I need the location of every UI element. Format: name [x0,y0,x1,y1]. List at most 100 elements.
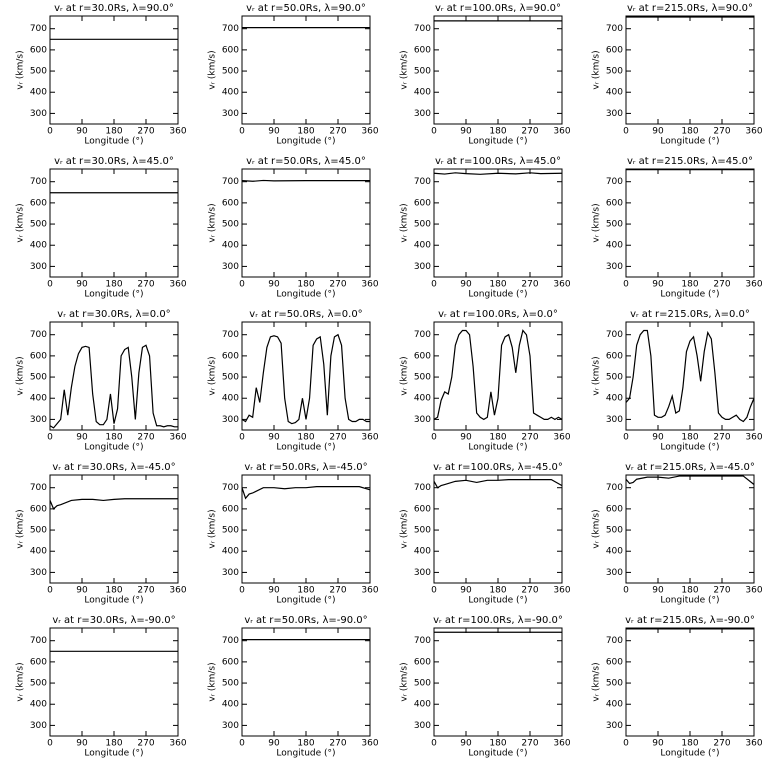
y-axis-label: vᵣ (km/s) [16,662,26,701]
data-line [433,172,563,175]
y-tick-label: 600 [414,351,431,361]
y-tick-label: 300 [414,415,431,425]
y-tick-label: 700 [414,330,431,340]
x-tick-label: 180 [681,739,698,749]
plot-frame [625,627,755,737]
y-tick-label: 400 [30,700,47,710]
y-tick-label: 600 [606,198,623,208]
x-tick-label: 270 [713,280,730,290]
x-axis-label: Longitude (°) [660,290,719,300]
x-tick-label: 270 [521,280,538,290]
y-axis-label: vᵣ (km/s) [592,509,602,548]
y-tick-label: 500 [606,526,623,536]
x-axis-label: Longitude (°) [276,443,335,453]
x-tick-label: 270 [521,433,538,443]
x-axis-label: Longitude (°) [276,749,335,759]
x-tick-label: 90 [76,433,88,443]
y-tick-label: 700 [30,177,47,187]
y-tick-label: 600 [222,657,239,667]
y-tick-label: 700 [606,330,623,340]
y-tick-label: 700 [222,24,239,34]
y-tick-label: 500 [222,373,239,383]
x-tick-label: 180 [489,739,506,749]
y-tick-label: 300 [30,568,47,578]
x-tick-label: 270 [521,739,538,749]
y-tick-label: 300 [606,415,623,425]
y-tick-label: 500 [414,220,431,230]
y-tick-label: 600 [222,351,239,361]
x-tick-label: 90 [652,127,664,137]
y-tick-label: 400 [606,700,623,710]
x-tick-label: 90 [268,586,280,596]
x-axis-label: Longitude (°) [84,137,143,147]
x-tick-label: 90 [460,586,472,596]
x-tick-label: 0 [623,433,629,443]
chart-title: vᵣ at r=100.0Rs, λ=-45.0° [433,462,563,473]
y-axis-label: vᵣ (km/s) [592,662,602,701]
y-tick-label: 600 [414,198,431,208]
x-axis-label: Longitude (°) [660,596,719,606]
chart-title: vᵣ at r=215.0Rs, λ=45.0° [627,156,753,167]
x-tick-label: 360 [169,280,186,290]
y-tick-label: 400 [222,700,239,710]
chart-title: vᵣ at r=50.0Rs, λ=90.0° [246,3,366,14]
x-tick-label: 360 [361,739,378,749]
y-tick-label: 700 [606,24,623,34]
x-tick-label: 90 [460,127,472,137]
x-axis-label: Longitude (°) [468,749,527,759]
y-tick-label: 700 [222,483,239,493]
y-tick-label: 600 [30,504,47,514]
x-tick-label: 360 [745,739,762,749]
y-tick-label: 300 [222,415,239,425]
x-tick-label: 90 [76,739,88,749]
plot-frame [433,321,563,431]
x-tick-label: 90 [76,586,88,596]
x-tick-label: 0 [239,280,245,290]
y-tick-label: 600 [606,504,623,514]
x-tick-label: 180 [105,739,122,749]
y-tick-label: 500 [30,220,47,230]
y-tick-label: 500 [30,67,47,77]
x-axis-label: Longitude (°) [468,443,527,453]
data-line [433,479,563,489]
y-tick-label: 600 [30,45,47,55]
x-tick-label: 360 [553,433,570,443]
y-tick-label: 300 [414,262,431,272]
chart-title: vᵣ at r=50.0Rs, λ=45.0° [246,156,366,167]
x-tick-label: 360 [553,586,570,596]
y-tick-label: 500 [414,373,431,383]
plot-frame [49,627,179,737]
chart-title: vᵣ at r=50.0Rs, λ=0.0° [249,309,362,320]
y-axis-label: vᵣ (km/s) [592,50,602,89]
x-tick-label: 360 [553,739,570,749]
x-tick-label: 360 [169,127,186,137]
y-tick-label: 700 [414,483,431,493]
chart-title: vᵣ at r=215.0Rs, λ=-90.0° [625,615,755,626]
y-tick-label: 500 [414,679,431,689]
y-tick-label: 600 [606,45,623,55]
x-tick-label: 90 [76,280,88,290]
plot-frame [625,474,755,584]
y-tick-label: 600 [222,504,239,514]
x-tick-label: 0 [431,280,437,290]
y-tick-label: 600 [30,657,47,667]
x-tick-label: 0 [47,127,53,137]
chart-title: vᵣ at r=50.0Rs, λ=-45.0° [244,462,367,473]
y-tick-label: 400 [606,547,623,557]
x-tick-label: 180 [297,433,314,443]
x-tick-label: 180 [489,586,506,596]
x-tick-label: 270 [329,739,346,749]
plot-frame [241,474,371,584]
x-tick-label: 360 [745,433,762,443]
y-axis-label: vᵣ (km/s) [208,356,218,395]
y-axis-label: vᵣ (km/s) [16,50,26,89]
data-line [625,475,755,485]
y-tick-label: 600 [606,657,623,667]
y-axis-label: vᵣ (km/s) [208,50,218,89]
x-tick-label: 90 [460,280,472,290]
y-axis-label: vᵣ (km/s) [208,662,218,701]
x-tick-label: 0 [431,433,437,443]
plot-frame [241,15,371,125]
y-tick-label: 500 [606,373,623,383]
